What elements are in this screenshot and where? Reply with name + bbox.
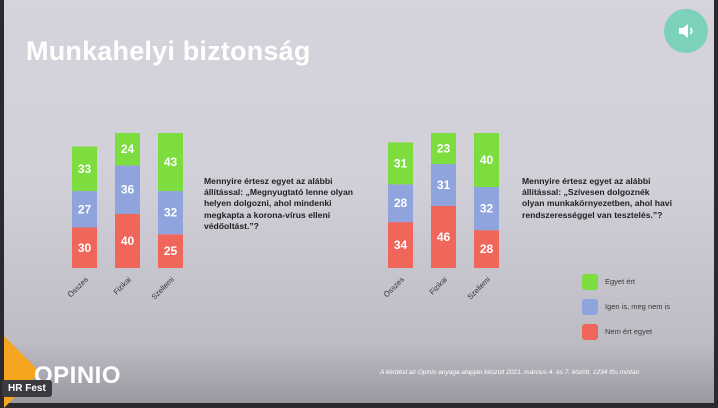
bar-segment [431,205,456,268]
bar-segment [431,133,456,165]
legend-label: Egyet ért [605,277,636,286]
bar-segment [115,133,140,166]
bar-value-label: 25 [164,244,178,258]
footnote: A kérdést az Opinio anyaga alapján készü… [380,369,640,376]
hr-fest-badge: HR Fest [2,380,52,397]
bar-value-label: 27 [78,202,92,216]
legend-swatch [582,299,598,315]
bar-segment [158,133,183,192]
bar-segment [388,142,413,185]
legend-label: Nem ért egyet [605,327,653,336]
bar-value-label: 36 [121,183,135,197]
bar-value-label: 24 [121,142,135,156]
slide: Munkahelyi biztonság 30 27 33 Összes 40 36 24 F… [4,0,714,408]
question-2: Mennyire értesz egyet az alábbi állításs… [522,176,672,220]
sound-button[interactable] [664,9,708,53]
bar-segment [72,227,97,268]
bar-value-label: 43 [164,155,178,169]
legend-swatch [582,274,598,290]
bar-value-label: 28 [394,196,408,210]
bar-segment [72,146,97,192]
bar-value-label: 23 [437,142,451,156]
category-label: Összes [66,275,90,299]
bar-segment [388,222,413,268]
bar-segment [474,230,499,268]
bar-value-label: 34 [394,238,408,252]
category-label: Fizikai [112,275,134,297]
legend-swatch [582,324,598,340]
bar-value-label: 32 [480,202,494,216]
bar-value-label: 30 [78,241,92,255]
legend-label: Igen is, meg nem is [605,302,671,311]
bar-value-label: 28 [480,242,494,256]
bar-value-label: 40 [480,153,494,167]
bar-segment [158,191,183,235]
bar-segment [474,133,499,187]
page-title: Munkahelyi biztonság [26,36,311,66]
bar-value-label: 31 [437,178,451,192]
category-label: Szellemi [466,275,493,302]
bar-segment [158,234,183,268]
bar-value-label: 46 [437,230,451,244]
bar-segment [388,184,413,223]
bar-segment [72,191,97,228]
bar-value-label: 33 [78,162,92,176]
bar-value-label: 31 [394,156,408,170]
question-1: Mennyire értesz egyet az alábbi állításs… [204,176,353,231]
category-label: Fizikai [428,275,450,297]
charts: 30 27 33 Összes 40 36 24 Fizikai 25 32 43 Szellemi 3… [66,133,499,302]
bar-segment [431,164,456,206]
category-label: Összes [382,275,406,299]
speaker-icon [679,24,693,38]
bar-segment [474,187,499,231]
bar-segment [115,214,140,268]
bar-segment [115,165,140,214]
bar-value-label: 32 [164,206,178,220]
category-label: Szellemi [150,275,177,302]
bar-value-label: 40 [121,234,135,248]
